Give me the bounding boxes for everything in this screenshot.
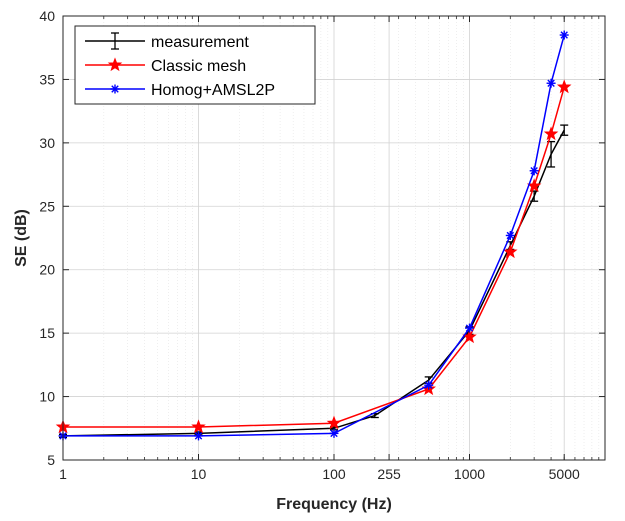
asterisk-marker xyxy=(505,230,515,240)
star-marker xyxy=(556,79,572,94)
asterisk-marker xyxy=(424,380,434,390)
asterisk-stroke xyxy=(506,231,515,240)
error-bar xyxy=(111,32,119,50)
x-tick-label: 100 xyxy=(322,466,346,482)
asterisk-marker xyxy=(110,84,120,94)
star-marker xyxy=(326,415,342,430)
asterisk-stroke xyxy=(330,429,338,438)
asterisk-stroke xyxy=(530,167,538,175)
legend-item: Homog+AMSL2P xyxy=(85,82,275,99)
legend-item: measurement xyxy=(85,32,249,51)
series-group xyxy=(55,30,572,441)
x-axis-label: Frequency (Hz) xyxy=(276,496,392,513)
asterisk-marker xyxy=(465,323,474,333)
asterisk-marker xyxy=(329,428,339,438)
star-marker xyxy=(191,419,206,434)
star-marker xyxy=(543,126,559,141)
series-homog-amsl2p xyxy=(58,30,569,441)
y-tick-label: 5 xyxy=(47,452,55,468)
legend-label: measurement xyxy=(151,34,249,51)
asterisk-stroke xyxy=(547,79,555,87)
x-tick-label: 10 xyxy=(191,466,207,482)
asterisk-marker xyxy=(546,78,556,88)
asterisk-stroke xyxy=(465,324,474,332)
legend: measurement Classic mesh Homog+AMSL2P xyxy=(74,25,316,105)
y-axis-label: SE (dB) xyxy=(13,209,30,267)
y-tick-label: 40 xyxy=(39,8,55,24)
x-tick-label: 1 xyxy=(59,466,67,482)
asterisk-stroke xyxy=(424,381,433,389)
y-tick-label: 15 xyxy=(39,325,55,341)
asterisk-stroke xyxy=(560,31,568,39)
y-tick-label: 25 xyxy=(39,198,55,214)
y-tick-label: 20 xyxy=(39,262,55,278)
error-bar xyxy=(560,124,569,136)
y-tick-label: 30 xyxy=(39,135,55,151)
asterisk-marker xyxy=(559,30,569,40)
x-tick-label: 255 xyxy=(377,466,401,482)
ticks: 1 10 100 255 1000 5000 5 10 15 20 25 30 35 40 xyxy=(39,8,605,482)
error-bar xyxy=(530,190,539,202)
y-tick-label: 35 xyxy=(39,71,55,87)
legend-item: Classic mesh xyxy=(85,57,246,75)
star-marker xyxy=(503,244,518,259)
x-tick-label: 5000 xyxy=(549,466,580,482)
legend-label: Classic mesh xyxy=(151,58,246,75)
asterisk-marker xyxy=(194,431,203,441)
legend-label: Homog+AMSL2P xyxy=(151,82,275,99)
asterisk-stroke xyxy=(111,85,119,93)
x-tick-label: 1000 xyxy=(454,466,485,482)
asterisk-stroke xyxy=(194,432,203,440)
y-tick-label: 10 xyxy=(39,389,55,405)
asterisk-marker xyxy=(529,166,539,176)
star-marker xyxy=(107,57,123,72)
